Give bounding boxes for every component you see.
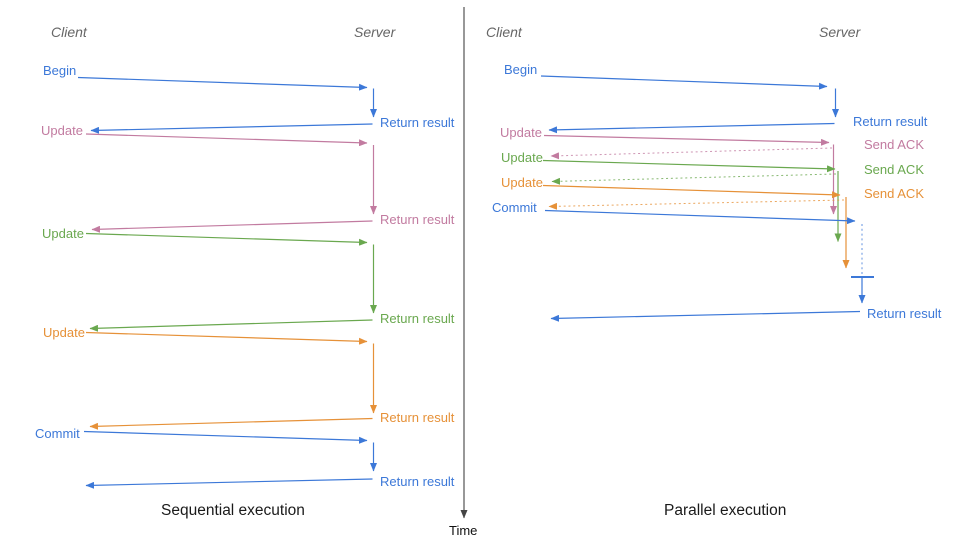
- par-begin-label: Begin: [504, 62, 538, 77]
- par-begin-request-arrow: [540, 75, 828, 90]
- par-update3-ack-dotted-arrow: [548, 199, 845, 210]
- par-begin-response-arrow: [548, 122, 835, 134]
- par-update1-label: Update: [500, 125, 542, 140]
- seq-begin-response-arrow: [90, 123, 373, 134]
- seq-commit-request-arrow: [83, 430, 368, 444]
- seq-update1-result-label: Return result: [380, 212, 455, 227]
- par-update1-ack-dotted-arrow: [550, 147, 833, 160]
- par-update1-ack-label: Send ACK: [864, 137, 924, 152]
- seq-update2-label: Update: [42, 226, 84, 241]
- seq-update2-response-arrow: [89, 319, 373, 332]
- par-update2-request-arrow: [542, 159, 836, 173]
- seq-update3-label: Update: [43, 325, 85, 340]
- time-axis-label: Time: [449, 523, 478, 538]
- seq-update1-response-arrow: [91, 220, 373, 233]
- par-update3-ack-label: Send ACK: [864, 186, 924, 201]
- seq-begin-request-arrow: [77, 76, 368, 91]
- par-update1-request-arrow: [543, 134, 830, 146]
- par-update3-label: Update: [501, 175, 543, 190]
- seq-update1-label: Update: [41, 123, 83, 138]
- par-commit-request-arrow: [544, 209, 856, 225]
- seq-update3-result-label: Return result: [380, 410, 455, 425]
- par-client-header: Client: [486, 24, 522, 40]
- par-begin-result-label: Return result: [853, 114, 928, 129]
- seq-begin-label: Begin: [43, 63, 77, 78]
- seq-commit-label: Commit: [35, 426, 80, 441]
- seq-begin-result-label: Return result: [380, 115, 455, 130]
- par-server-header: Server: [819, 24, 861, 40]
- seq-update2-request-arrow: [85, 232, 368, 246]
- parallel-caption: Parallel execution: [664, 502, 787, 519]
- seq-commit-result-label: Return result: [380, 474, 455, 489]
- sequential-caption: Sequential execution: [161, 502, 305, 519]
- par-update2-label: Update: [501, 150, 543, 165]
- seq-update3-request-arrow: [85, 331, 368, 345]
- par-update3-request-arrow: [542, 184, 841, 199]
- par-commit-result-label: Return result: [867, 306, 942, 321]
- seq-commit-response-arrow: [85, 478, 373, 489]
- par-update2-ack-label: Send ACK: [864, 162, 924, 177]
- par-commit-response-arrow: [550, 310, 861, 322]
- seq-server-header: Server: [354, 24, 396, 40]
- seq-client-header: Client: [51, 24, 87, 40]
- seq-update2-result-label: Return result: [380, 311, 455, 326]
- par-commit-label: Commit: [492, 200, 537, 215]
- seq-update3-response-arrow: [89, 417, 373, 430]
- par-update2-ack-dotted-arrow: [551, 173, 837, 185]
- seq-update1-request-arrow: [85, 133, 368, 147]
